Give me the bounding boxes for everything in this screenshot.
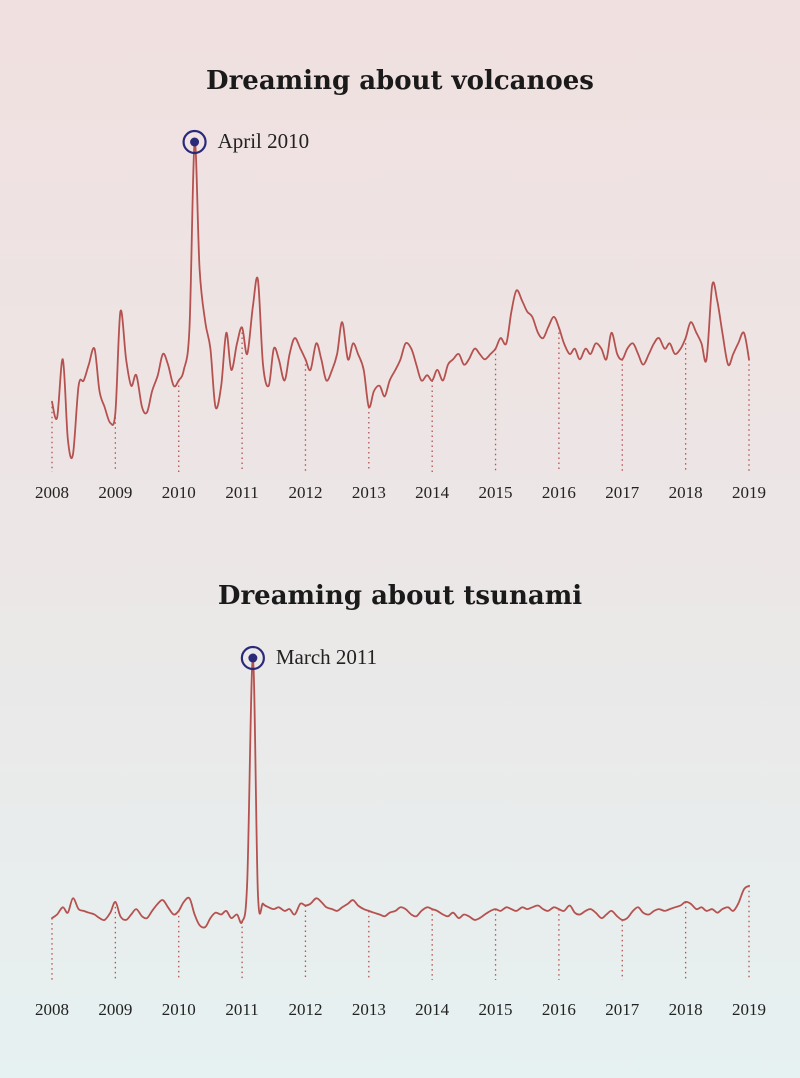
tsunami-x-tick-label: 2018 (669, 1000, 703, 1019)
volcanoes-peak-annotation: April 2010 (218, 129, 310, 153)
tsunami-x-tick-label: 2009 (98, 1000, 132, 1019)
volcanoes-x-tick-label: 2010 (162, 483, 196, 502)
volcanoes-peak-dot (190, 137, 200, 147)
tsunami-x-tick-label: 2019 (732, 1000, 766, 1019)
tsunami-chart: Dreaming about tsunami 2008 2009 2010 2011 2… (35, 581, 766, 1019)
volcanoes-x-tick-label: 2017 (605, 483, 640, 502)
tsunami-x-tick-label: 2011 (225, 1000, 258, 1019)
volcanoes-x-tick-label: 2008 (35, 483, 69, 502)
tsunami-peak-dot (248, 653, 258, 663)
volcanoes-x-tick-label: 2014 (415, 483, 450, 502)
volcanoes-series-line (51, 140, 750, 460)
tsunami-peak-annotation: March 2011 (276, 645, 377, 669)
volcanoes-x-tick-label: 2015 (479, 483, 513, 502)
volcanoes-x-tick-label: 2011 (225, 483, 258, 502)
tsunami-x-tick-label: 2015 (479, 1000, 513, 1019)
volcanoes-x-tick-label: 2019 (732, 483, 766, 502)
volcanoes-x-tick-label: 2009 (98, 483, 132, 502)
tsunami-x-tick-label: 2013 (352, 1000, 386, 1019)
tsunami-x-tick-label: 2008 (35, 1000, 69, 1019)
tsunami-x-tick-label: 2012 (288, 1000, 322, 1019)
volcanoes-x-tick-label: 2016 (542, 483, 576, 502)
volcanoes-x-tick-label: 2013 (352, 483, 386, 502)
tsunami-x-tick-label: 2017 (605, 1000, 640, 1019)
tsunami-title: Dreaming about tsunami (218, 581, 582, 611)
tsunami-series-line (51, 657, 750, 929)
volcanoes-chart: Dreaming about volcanoes 2008 2009 2010 201… (35, 66, 766, 502)
tsunami-x-tick-label: 2010 (162, 1000, 196, 1019)
tsunami-peak-ring (240, 645, 265, 671)
tsunami-x-tick-label: 2014 (415, 1000, 450, 1019)
volcanoes-title: Dreaming about volcanoes (206, 66, 594, 96)
volcanoes-x-tick-label: 2012 (288, 483, 322, 502)
volcanoes-x-tick-label: 2018 (669, 483, 703, 502)
volcanoes-peak-ring (182, 129, 207, 155)
tsunami-x-tick-label: 2016 (542, 1000, 576, 1019)
